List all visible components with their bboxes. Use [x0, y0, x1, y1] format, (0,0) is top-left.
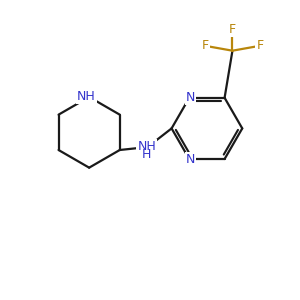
Text: N: N: [186, 154, 195, 166]
Text: NH: NH: [77, 89, 96, 103]
Text: NH: NH: [137, 140, 156, 153]
Text: F: F: [229, 22, 236, 36]
Text: H: H: [142, 148, 151, 161]
Text: F: F: [256, 39, 263, 52]
Text: F: F: [201, 39, 208, 52]
Text: N: N: [186, 91, 195, 104]
